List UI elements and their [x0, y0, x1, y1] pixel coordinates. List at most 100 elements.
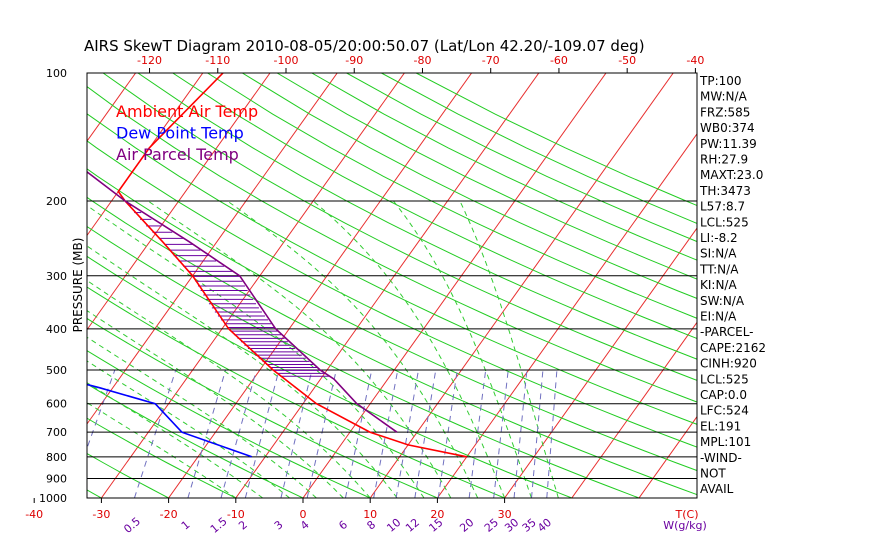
- top-temp-tick-label: -70: [482, 54, 500, 67]
- dry-adiabat-line: [381, 73, 697, 224]
- dry-adiabat-line: [87, 113, 697, 425]
- side-panel-item: LFC:524: [700, 404, 749, 418]
- top-temp-tick-label: -90: [345, 54, 363, 67]
- side-panel-item: KI:N/A: [700, 278, 737, 292]
- isotherm-line: [369, 73, 674, 498]
- side-panel-item: SI:N/A: [700, 247, 737, 261]
- bottom-temp-tick-label: -30: [92, 508, 110, 521]
- dry-adiabat-line: [87, 317, 439, 498]
- bottom-temp-tick-label: 20: [430, 508, 444, 521]
- side-panel-item: NOT: [700, 467, 726, 481]
- pressure-tick-label: 400: [46, 323, 67, 336]
- side-panel-item: EI:N/A: [700, 310, 737, 324]
- dry-adiabat-line: [311, 73, 697, 261]
- series-line-1: [87, 383, 252, 458]
- side-panel-item: MPL:101: [700, 435, 751, 449]
- pressure-tick-label: 300: [46, 270, 67, 283]
- top-temp-tick-label: -60: [550, 54, 568, 67]
- pressure-tick-label: 600: [46, 398, 67, 411]
- pressure-tick-label: 1000: [39, 492, 67, 505]
- top-temp-tick-label: -40: [686, 54, 704, 67]
- pressure-tick-label: 100: [46, 67, 67, 80]
- isotherm-line: [0, 64, 75, 507]
- mixing-ratio-line: [220, 369, 257, 498]
- isotherm-line: [167, 73, 473, 498]
- dry-adiabat-line: [102, 73, 697, 381]
- side-panel-item: -PARCEL-: [700, 325, 754, 339]
- top-temp-tick-label: -80: [413, 54, 431, 67]
- dry-adiabat-line: [87, 417, 237, 498]
- side-panel-item: LCL:525: [700, 372, 749, 386]
- top-temp-tick-label: -100: [274, 54, 299, 67]
- y-axis-label: PRESSURE (MB): [71, 238, 85, 333]
- dry-adiabat-line: [87, 255, 574, 498]
- axes: 1002003004005006007008009001000-50-40-30…: [25, 54, 707, 536]
- plot-frame: [86, 72, 698, 499]
- mixing-ratio-tick-label: 2: [236, 518, 250, 532]
- side-panel-item: MW:N/A: [700, 90, 748, 104]
- side-panel-item: LCL:525: [700, 215, 749, 229]
- side-panel-item: TT:N/A: [699, 262, 739, 276]
- side-panel-item: TP:100: [699, 74, 742, 88]
- moist-adiabat-line: [226, 200, 479, 498]
- bottom-temp-tick-label: 0: [300, 508, 307, 521]
- mixing-ratio-tick-label: 10: [384, 516, 403, 535]
- mixing-ratio-line: [187, 369, 227, 498]
- moist-adiabat-line: [459, 200, 559, 498]
- isotherm-line: [638, 415, 697, 498]
- legend-entry: Ambient Air Temp: [116, 102, 258, 121]
- top-temp-tick-label: -50: [618, 54, 636, 67]
- mixing-ratio-tick-label: 40: [535, 516, 554, 535]
- side-panel-item: CAP:0.0: [700, 388, 747, 402]
- mixing-ratio-line: [133, 369, 177, 498]
- side-panel-item: RH:27.9: [700, 153, 748, 167]
- side-panel-item: SW:N/A: [700, 294, 745, 308]
- mixing-ratio-line: [87, 369, 116, 450]
- dry-adiabat-line: [87, 168, 697, 472]
- dry-adiabat-line: [87, 452, 170, 498]
- dry-adiabat-line: [0, 73, 50, 507]
- side-panel-item: TH:3473: [699, 184, 751, 198]
- side-panel-item: MAXT:23.0: [700, 168, 763, 182]
- top-temp-tick-label: -120: [137, 54, 162, 67]
- legend-entry: Air Parcel Temp: [116, 145, 239, 164]
- isotherm-line: [302, 73, 607, 498]
- grid-lines: [0, 64, 697, 507]
- isotherm-line: [503, 227, 697, 498]
- bottom-temp-tick-label: -10: [227, 508, 245, 521]
- dry-adiabat-line: [87, 196, 697, 496]
- side-panel-item: WB0:374: [700, 121, 755, 135]
- side-panel-item: PW:11.39: [700, 137, 757, 151]
- dry-adiabat-line: [87, 140, 697, 448]
- pressure-tick-label: 700: [46, 426, 67, 439]
- series-line-2: [87, 170, 398, 433]
- isotherm-line: [87, 73, 204, 237]
- series-line-0: [117, 73, 467, 458]
- side-panel-item: FRZ:585: [700, 105, 750, 119]
- side-panel-item: AVAIL: [700, 482, 734, 496]
- isotherm-line: [100, 73, 406, 498]
- moist-adiabat-line: [87, 382, 264, 498]
- mixing-ratio-tick-label: 12: [403, 516, 422, 535]
- mixing-ratio-tick-label: 20: [457, 516, 476, 535]
- series-lines: [87, 73, 467, 458]
- bottom-temp-tick-label: 10: [363, 508, 377, 521]
- dry-adiabat-line: [87, 383, 305, 498]
- pressure-tick-label: 900: [46, 473, 67, 486]
- bottom-temp-tick-label: -20: [160, 508, 178, 521]
- isotherm-line: [235, 73, 540, 498]
- pressure-tick-label: 200: [46, 195, 67, 208]
- dry-adiabat-line: [415, 73, 697, 207]
- mixing-ratio-tick-label: 0.5: [121, 515, 143, 536]
- side-panel-item: CAPE:2162: [700, 341, 766, 355]
- isotherm-line: [87, 73, 137, 143]
- dry-adiabat-line: [207, 73, 697, 319]
- mixing-ratio-tick-label: 4: [298, 518, 312, 532]
- legend: Ambient Air Temp Dew Point Temp Air Parcel…: [116, 102, 258, 164]
- mixing-ratio-line: [244, 369, 280, 498]
- pressure-tick-label: 800: [46, 451, 67, 464]
- dry-adiabat-line: [87, 489, 103, 498]
- dry-adiabat-line: [87, 286, 506, 498]
